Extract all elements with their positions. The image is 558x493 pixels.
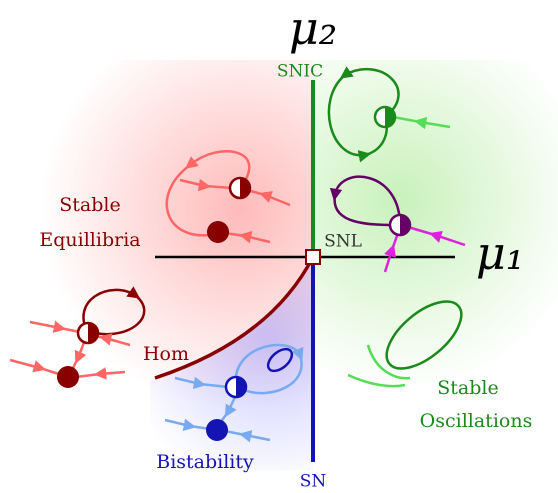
mu2-label: μ₂ xyxy=(289,1,337,55)
snl-label: SNL xyxy=(324,232,362,252)
node xyxy=(206,419,228,441)
origin-point xyxy=(306,250,320,264)
hom-label: Hom xyxy=(143,343,189,365)
mu1-label: μ₁ xyxy=(476,226,524,280)
bifurcation-diagram: μ₂ μ₁ SNIC SNL SN Hom Stable Equillibria… xyxy=(0,0,558,493)
sn-label: SN xyxy=(300,472,327,492)
region-label: Bistability xyxy=(156,451,254,473)
region-label: Oscillations xyxy=(420,410,533,432)
node xyxy=(207,221,229,243)
region-label: Stable xyxy=(59,194,120,216)
region-label: Equillibria xyxy=(39,229,140,251)
region-label: Stable xyxy=(437,377,498,399)
snic-label: SNIC xyxy=(277,62,323,82)
node xyxy=(57,366,79,388)
